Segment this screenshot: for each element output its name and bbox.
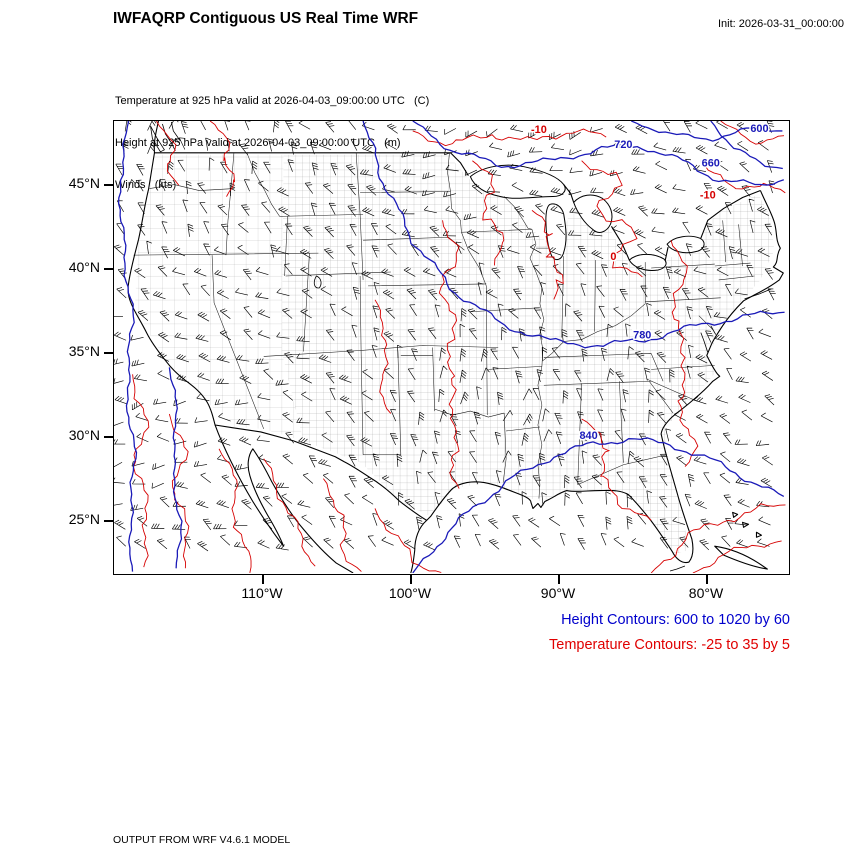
weather-map: 720 780 840 660 600 -10 -10 0	[113, 120, 790, 575]
coast-details	[150, 121, 772, 572]
lake-michigan	[545, 203, 567, 261]
lon-tick-label: 90°W	[540, 585, 576, 601]
lat-tick-label: 35°N	[68, 343, 100, 359]
temperature-contours	[132, 121, 786, 573]
lon-tick-label: 80°W	[688, 585, 724, 601]
lon-tick-label: 110°W	[241, 585, 283, 601]
lon-tick-mark	[706, 575, 708, 584]
lat-tick-mark	[104, 520, 113, 522]
page-title: IWFAQRP Contiguous US Real Time WRF	[113, 10, 419, 27]
height-contour-label: 840	[579, 430, 597, 442]
lat-tick-mark	[104, 436, 113, 438]
footer-model-line: OUTPUT FROM WRF V4.6.1 MODEL	[113, 834, 291, 846]
coast-atlantic-gulf	[410, 190, 784, 573]
lat-tick-label: 25°N	[68, 511, 100, 527]
height-contour-label: 600	[750, 123, 768, 135]
lon-tick-label: 100°W	[388, 585, 432, 601]
legend-height-text: Height Contours: 600 to 1020 by 60	[561, 612, 790, 628]
lat-tick-label: 45°N	[68, 175, 100, 191]
county-texture	[134, 154, 775, 555]
lon-tick-mark	[262, 575, 264, 584]
lon-tick-mark	[558, 575, 560, 584]
lat-tick-mark	[104, 184, 113, 186]
temperature-contour-label: -10	[700, 189, 716, 201]
init-timestamp: Init: 2026-03-31_00:00:00	[718, 18, 844, 30]
temperature-contour-label: -10	[531, 124, 547, 136]
coast-pacific-border	[127, 152, 427, 521]
coast-baja-mexico	[214, 424, 354, 573]
field-info-temperature: Temperature at 925 hPa valid at 2026-04-…	[115, 95, 430, 107]
lat-tick-mark	[104, 352, 113, 354]
lat-tick-label: 40°N	[68, 259, 100, 275]
height-contours	[117, 121, 785, 573]
footer: OUTPUT FROM WRF V4.6.1 MODEL WE = 580 ; …	[113, 808, 526, 850]
lat-tick-label: 30°N	[68, 427, 100, 443]
cuba-bahamas	[714, 511, 768, 570]
weather-map-canvas: 720 780 840 660 600 -10 -10 0	[114, 121, 786, 573]
contour-labels: 720 780 840 660 600 -10 -10 0	[530, 121, 771, 443]
lake-ontario	[666, 235, 705, 254]
height-contour-label: 660	[702, 158, 720, 170]
lon-tick-mark	[410, 575, 412, 584]
legend-temperature-text: Temperature Contours: -25 to 35 by 5	[549, 637, 790, 653]
temperature-contour-label: 0	[610, 251, 616, 263]
wind-barbs	[114, 121, 776, 552]
lat-tick-mark	[104, 268, 113, 270]
height-contour-label: 720	[614, 139, 632, 151]
height-contour-label: 780	[633, 330, 651, 342]
